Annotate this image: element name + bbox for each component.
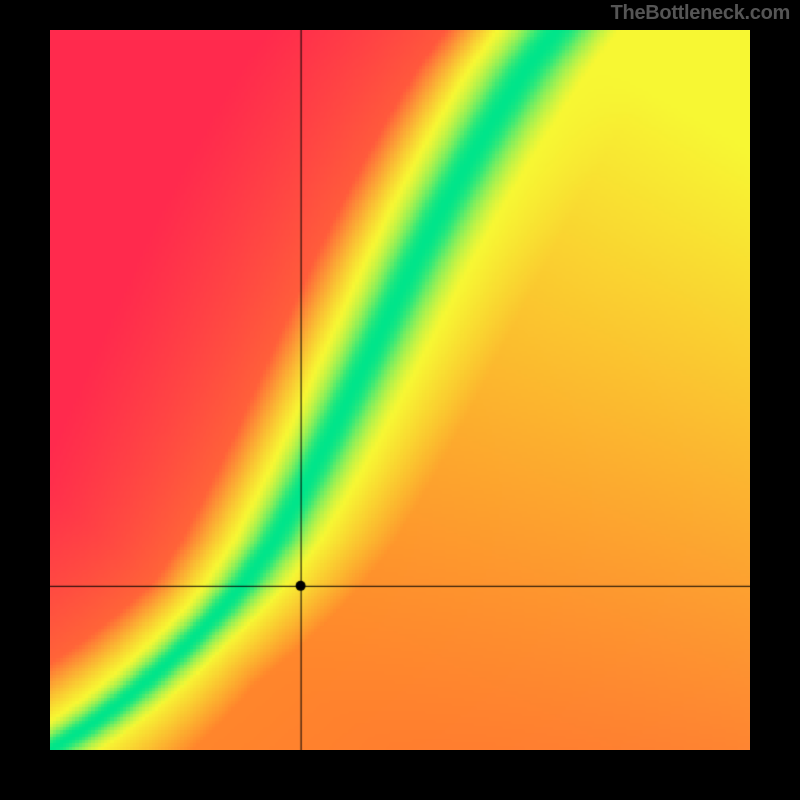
chart-container: TheBottleneck.com: [0, 0, 800, 800]
heatmap-canvas: [50, 30, 750, 750]
watermark-text: TheBottleneck.com: [611, 2, 790, 25]
heatmap-plot: [50, 30, 750, 750]
